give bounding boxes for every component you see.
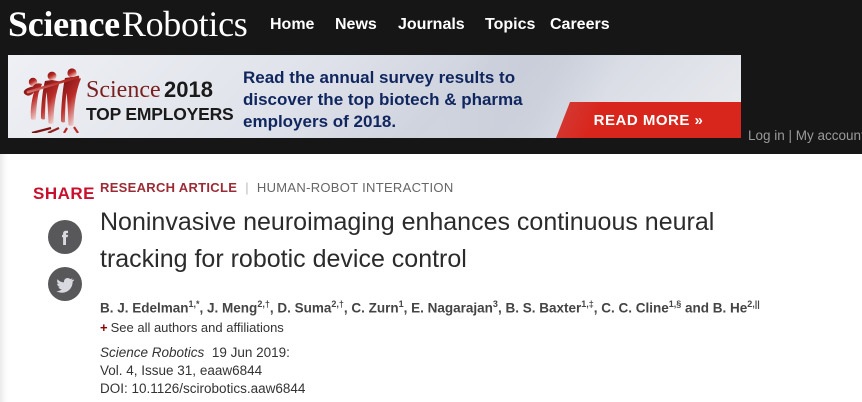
svg-text:2018: 2018 xyxy=(164,77,213,102)
svg-text:Science: Science xyxy=(86,77,161,103)
svg-text:TOP EMPLOYERS: TOP EMPLOYERS xyxy=(86,104,233,124)
